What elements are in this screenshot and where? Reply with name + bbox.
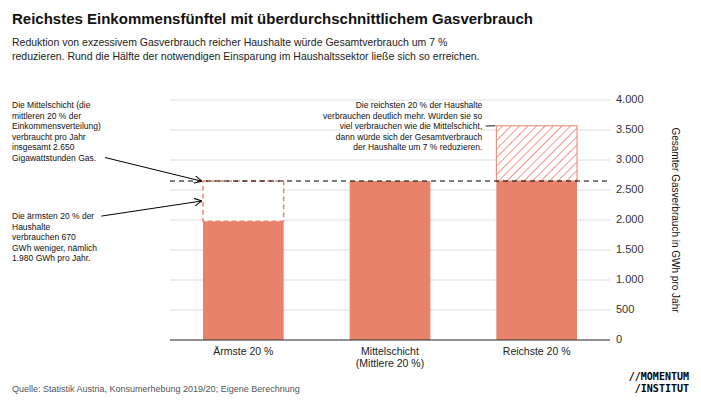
annotation: Die Mittelschicht (diemittleren 20 % der… bbox=[12, 100, 101, 163]
logo: //MOMENTUM/INSTITUT bbox=[629, 371, 689, 394]
text-line: Gigawattstunden Gas. bbox=[12, 153, 96, 163]
text-line: (Mittlere 20 %) bbox=[356, 357, 424, 369]
text-line: verbrauchen 670 bbox=[12, 232, 76, 242]
annotation-arrow bbox=[105, 158, 201, 182]
text-line: Die Mittelschicht (die bbox=[12, 100, 91, 110]
x-tick-label: Reichste 20 % bbox=[503, 345, 571, 357]
y-tick-label: 1.500 bbox=[616, 243, 644, 255]
grid-line bbox=[170, 340, 610, 341]
text-line: mittleren 20 % der bbox=[12, 111, 81, 121]
title: Reichstes Einkommensfünftel mit überdurc… bbox=[12, 10, 533, 27]
text-line: insgesamt 2.650 bbox=[12, 142, 75, 152]
text-line: GWh weniger, nämlich bbox=[12, 243, 97, 253]
text-line: verbraucht pro Jahr bbox=[12, 132, 86, 142]
y-axis-label: Gesamter Gasverbrauch in GWh pro Jahr bbox=[670, 127, 681, 313]
text-line: //MOMENTUM bbox=[629, 371, 689, 382]
y-tick-label: 3.000 bbox=[616, 153, 644, 165]
y-tick-label: 2.500 bbox=[616, 183, 644, 195]
x-tick-label: Mittelschicht(Mittlere 20 %) bbox=[356, 345, 424, 369]
bar bbox=[496, 181, 577, 340]
text-line: 1.980 GWh pro Jahr. bbox=[12, 253, 90, 263]
bar bbox=[203, 221, 284, 340]
chart: Reichstes Einkommensfünftel mit überdurc… bbox=[0, 0, 701, 400]
annotation-arrow bbox=[101, 201, 201, 216]
text-line: Die ärmsten 20 % der bbox=[12, 211, 94, 221]
text-line: dann würde sich der Gesamtverbrauch bbox=[336, 132, 483, 142]
annotations: Die Mittelschicht (diemittleren 20 % der… bbox=[12, 100, 495, 263]
y-tick-label: 2.000 bbox=[616, 213, 644, 225]
y-axis: 0 500 1.000 1.500 2.000 2.500 3.000 3.500 4.000 bbox=[616, 93, 644, 345]
annotation: Die ärmsten 20 % derHaushalteverbrauchen… bbox=[12, 211, 97, 263]
text-line: Mittelschicht bbox=[361, 345, 419, 357]
text-line: Reichste 20 % bbox=[503, 345, 571, 357]
y-tick-label: 1.000 bbox=[616, 273, 644, 285]
reference-line bbox=[170, 180, 610, 181]
bar bbox=[350, 181, 431, 340]
source: Quelle: Statistik Austria, Konsumerhebun… bbox=[12, 384, 300, 394]
x-axis-line bbox=[170, 340, 610, 341]
y-tick-label: 500 bbox=[616, 303, 634, 315]
text-line: Die reichsten 20 % der Haushalte bbox=[356, 100, 483, 110]
bar-hatched bbox=[496, 126, 577, 181]
text-line: reduzieren. Rund die Hälfte der notwendi… bbox=[12, 50, 480, 62]
y-tick-label: 4.000 bbox=[616, 93, 644, 105]
x-axis: Ärmste 20 % Mittelschicht(Mittlere 20 %) R… bbox=[213, 345, 570, 369]
y-tick-label: 3.500 bbox=[616, 123, 644, 135]
y-tick-label: 0 bbox=[616, 333, 622, 345]
plot-area bbox=[170, 126, 610, 340]
annotation: Die reichsten 20 % der Haushalteverbrauc… bbox=[323, 100, 483, 152]
text-line: Haushalte bbox=[12, 222, 51, 232]
subtitle: Reduktion von exzessivem Gasverbrauch re… bbox=[12, 36, 480, 62]
text-line: Reduktion von exzessivem Gasverbrauch re… bbox=[12, 36, 447, 48]
text-line: Einkommensverteilung) bbox=[12, 121, 101, 131]
annotation-line bbox=[486, 125, 496, 126]
text-line: viel verbrauchen wie die Mittelschicht, bbox=[340, 121, 483, 131]
text-line: /INSTITUT bbox=[635, 383, 689, 394]
text-line: der Haushalte um 7 % reduzieren. bbox=[353, 142, 482, 152]
grid bbox=[170, 100, 610, 340]
text-line: Ärmste 20 % bbox=[213, 345, 273, 357]
x-tick-label: Ärmste 20 % bbox=[213, 345, 273, 357]
bar-gap bbox=[203, 181, 284, 221]
text-line: verbrauchen deutlich mehr. Würden sie so bbox=[323, 111, 482, 121]
